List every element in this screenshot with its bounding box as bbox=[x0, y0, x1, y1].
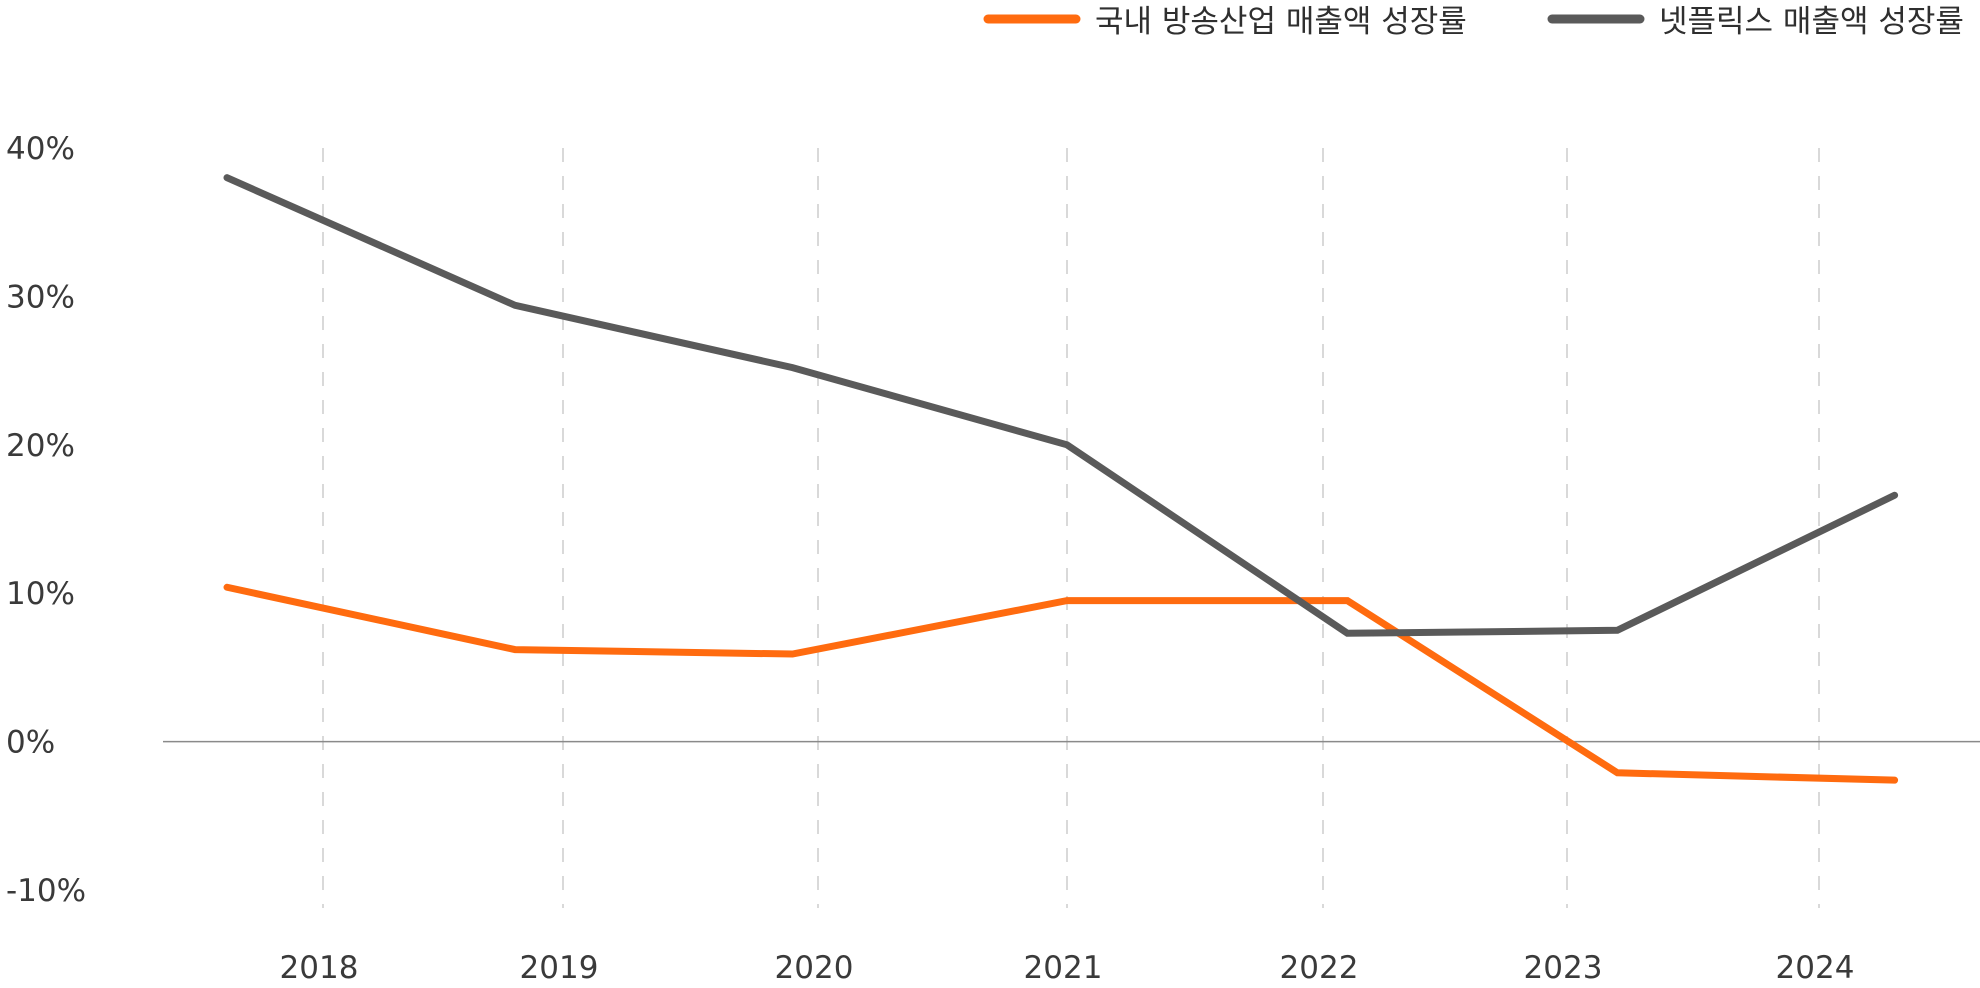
y-tick-label: -10% bbox=[6, 873, 86, 909]
y-tick-label: 10% bbox=[6, 576, 75, 612]
y-tick-label: 40% bbox=[6, 131, 75, 167]
series-line-1 bbox=[223, 174, 1899, 637]
x-axis: 2018 2019 2020 2021 2022 2023 2024 bbox=[280, 950, 1855, 986]
legend-label-1: 넷플릭스 매출액 성장률 bbox=[1659, 4, 1964, 40]
x-tick-label: 2020 bbox=[775, 950, 854, 986]
y-tick-label: 20% bbox=[6, 428, 75, 464]
vertical-gridlines bbox=[322, 148, 1820, 908]
x-tick-label: 2022 bbox=[1280, 950, 1359, 986]
y-tick-label: 30% bbox=[6, 279, 75, 315]
x-tick-label: 2024 bbox=[1776, 950, 1855, 986]
x-tick-label: 2018 bbox=[280, 950, 359, 986]
legend-label-0: 국내 방송산업 매출액 성장률 bbox=[1095, 4, 1467, 40]
legend: 국내 방송산업 매출액 성장률 넷플릭스 매출액 성장률 bbox=[983, 4, 1964, 40]
x-tick-label: 2019 bbox=[520, 950, 599, 986]
x-tick-label: 2023 bbox=[1524, 950, 1603, 986]
series-lines bbox=[223, 174, 1899, 784]
y-axis: 40% 30% 20% 10% 0% -10% bbox=[6, 131, 86, 909]
x-tick-label: 2021 bbox=[1024, 950, 1103, 986]
y-tick-label: 0% bbox=[6, 725, 55, 761]
